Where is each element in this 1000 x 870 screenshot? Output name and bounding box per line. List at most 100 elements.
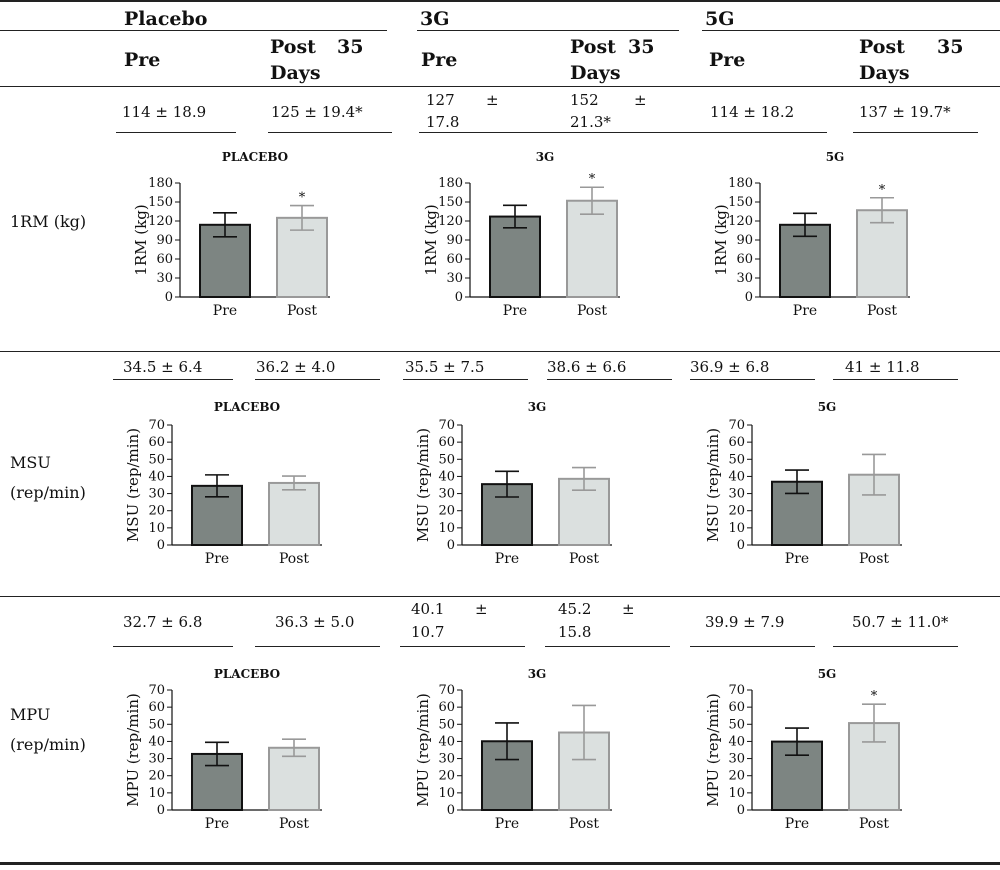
chart-title: 3G (528, 400, 547, 414)
y-tick-label: 10 (728, 786, 745, 801)
y-tick-label: 90 (446, 233, 463, 248)
y-tick-label: 20 (728, 769, 745, 784)
y-tick-label: 40 (148, 734, 165, 749)
mpu-placebo-post: 36.3 ± 5.0 (275, 613, 355, 631)
mpu-5g-pre: 39.9 ± 7.9 (705, 613, 785, 631)
post-days-number: 35 (337, 36, 364, 58)
x-tick-label: Pre (503, 303, 527, 319)
y-tick-label: 0 (165, 290, 173, 305)
y-axis-label: 1RM (kg) (712, 204, 730, 275)
y-tick-label: 120 (148, 214, 173, 229)
y-tick-label: 60 (148, 435, 165, 450)
y-tick-label: 180 (148, 176, 173, 191)
rm-3g-pre-pm: ± (486, 91, 499, 109)
chart-title: 3G (536, 150, 555, 164)
mpu-placebo-pre: 32.7 ± 6.8 (123, 613, 203, 631)
chart-title: 5G (818, 667, 837, 681)
y-tick-label: 180 (438, 176, 463, 191)
chart-1rm-5g: 5G 0 30 60 90 120 150 180 1RM (kg) Pre * Post (712, 150, 910, 319)
post-label: Post (859, 36, 905, 58)
post-days-label: Days (570, 62, 621, 84)
rm-cell-rule-3 (419, 132, 827, 133)
mpu-3g-post-sd: 15.8 (558, 623, 592, 641)
x-tick-label: Pre (785, 816, 809, 832)
mpu-5g-post: 50.7 ± 11.0* (852, 613, 949, 631)
y-tick-label: 0 (157, 803, 165, 818)
y-tick-label: 30 (148, 752, 165, 767)
y-tick-label: 30 (728, 752, 745, 767)
rm-5g-pre: 114 ± 18.2 (710, 103, 795, 121)
mpu-3g-pre-value: 40.1 (411, 600, 445, 618)
y-tick-label: 30 (438, 752, 455, 767)
y-tick-label: 70 (728, 418, 745, 433)
y-tick-label: 90 (156, 233, 173, 248)
y-tick-label: 50 (728, 452, 745, 467)
significance-marker: * (871, 689, 878, 704)
y-tick-label: 30 (438, 487, 455, 502)
y-tick-label: 20 (438, 504, 455, 519)
chart-title: PLACEBO (214, 400, 280, 414)
y-axis-label: MSU (rep/min) (124, 428, 142, 542)
msu-cell-rule-3 (403, 379, 528, 380)
post-days-label: Days (270, 62, 321, 84)
y-tick-label: 50 (728, 717, 745, 732)
chart-1rm-3g: 3G 0 30 60 90 120 150 180 1RM (kg) Pre * Post (422, 150, 620, 319)
y-tick-label: 40 (148, 469, 165, 484)
msu-5g-pre: 36.9 ± 6.8 (690, 358, 770, 376)
mpu-cell-rule-2 (255, 646, 380, 647)
y-tick-label: 60 (438, 700, 455, 715)
rm-cell-rule-2 (268, 132, 392, 133)
subheader-placebo-pre: Pre (124, 49, 161, 71)
y-tick-label: 150 (438, 195, 463, 210)
chart-1rm-placebo: PLACEBO 0 30 60 90 120 150 180 1RM (kg) Pre * Post (132, 150, 330, 319)
subheader-3g-pre: Pre (421, 49, 458, 71)
y-tick-label: 120 (438, 214, 463, 229)
msu-3g-post: 38.6 ± 6.6 (547, 358, 627, 376)
y-tick-label: 10 (148, 521, 165, 536)
y-tick-label: 150 (728, 195, 753, 210)
header-rule-5g (702, 30, 1000, 31)
header-rule-placebo (0, 30, 387, 31)
y-tick-label: 20 (438, 769, 455, 784)
rm-placebo-post: 125 ± 19.4* (271, 103, 363, 121)
x-tick-label: Post (279, 816, 309, 832)
y-tick-label: 30 (156, 271, 173, 286)
y-axis-label: 1RM (kg) (132, 204, 150, 275)
msu-placebo-post: 36.2 ± 4.0 (256, 358, 336, 376)
chart-mpu-placebo: PLACEBO 0 10 20 30 40 50 60 70 MPU (rep/min) Pre Po… (124, 667, 322, 832)
y-tick-label: 30 (736, 271, 753, 286)
y-tick-label: 60 (728, 700, 745, 715)
y-tick-label: 10 (728, 521, 745, 536)
significance-marker: * (589, 172, 596, 187)
msu-placebo-pre: 34.5 ± 6.4 (123, 358, 203, 376)
y-tick-label: 30 (148, 487, 165, 502)
y-tick-label: 40 (438, 469, 455, 484)
row-label-mpu: MPU (rep/min) (10, 700, 86, 760)
x-tick-label: Pre (213, 303, 237, 319)
x-tick-label: Post (287, 303, 317, 319)
y-tick-label: 70 (438, 418, 455, 433)
x-tick-label: Post (569, 816, 599, 832)
subheader-rule (0, 86, 1000, 87)
x-tick-label: Pre (495, 551, 519, 567)
x-tick-label: Post (867, 303, 897, 319)
chart-title: PLACEBO (214, 667, 280, 681)
msu-3g-pre: 35.5 ± 7.5 (405, 358, 485, 376)
rm-3g-post-pm: ± (634, 91, 647, 109)
y-tick-label: 50 (148, 452, 165, 467)
chart-title: 5G (818, 400, 837, 414)
x-tick-label: Post (569, 551, 599, 567)
top-rule (0, 0, 1000, 2)
y-tick-label: 0 (737, 803, 745, 818)
rm-3g-post-value: 152 (570, 91, 599, 109)
group-header-3g: 3G (420, 8, 450, 30)
x-tick-label: Pre (205, 551, 229, 567)
y-axis-label: MSU (rep/min) (414, 428, 432, 542)
y-tick-label: 40 (728, 734, 745, 749)
row-label-mpu-line1: MPU (10, 705, 51, 724)
rm-5g-post: 137 ± 19.7* (859, 103, 951, 121)
chart-mpu-3g: 3G 0 10 20 30 40 50 60 70 MPU (rep/min) Pre Post (414, 667, 612, 832)
msu-cell-rule-1 (113, 379, 233, 380)
msu-cell-rule-5 (690, 379, 815, 380)
y-tick-label: 30 (728, 487, 745, 502)
